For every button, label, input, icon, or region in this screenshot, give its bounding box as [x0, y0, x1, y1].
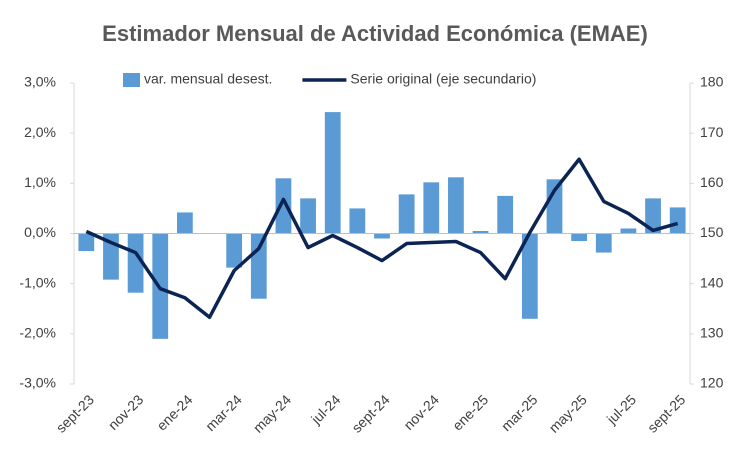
bar	[645, 198, 661, 234]
legend-label: var. mensual desest.	[144, 71, 272, 87]
bar	[374, 233, 390, 239]
bar	[398, 194, 415, 234]
y2-tick-label: 140	[700, 274, 724, 290]
bar	[300, 198, 316, 234]
bar	[669, 207, 686, 234]
x-tick-label: nov-23	[105, 391, 147, 433]
x-tick-label: sept-23	[53, 391, 97, 435]
y2-tick-label: 130	[700, 325, 724, 341]
chart-title: Estimador Mensual de Actividad Económica…	[102, 21, 648, 46]
x-tick-label: nov-24	[400, 391, 442, 433]
y2-tick-label: 120	[700, 375, 724, 391]
bar	[275, 178, 292, 234]
legend-swatch	[123, 73, 140, 87]
x-tick-label: ene-25	[449, 391, 491, 433]
x-tick-label: mar-24	[202, 391, 245, 434]
y2-tick-label: 150	[700, 224, 724, 240]
line	[85, 157, 679, 320]
bar	[546, 179, 563, 234]
bar	[324, 112, 341, 234]
bar	[571, 233, 588, 242]
bar	[226, 233, 243, 268]
bar	[521, 233, 538, 319]
x-tick-label: ene-24	[153, 391, 195, 433]
bar	[127, 233, 144, 293]
x-tick-label: may-25	[546, 391, 590, 435]
y2-tick-label: 180	[700, 74, 724, 90]
y-tick-label: -3,0%	[19, 375, 56, 391]
bar	[349, 208, 366, 234]
bar	[595, 233, 612, 253]
x-tick-label: jul-24	[307, 391, 343, 427]
y-tick-label: 3,0%	[24, 74, 56, 90]
y-tick-label: -2,0%	[19, 325, 56, 341]
y-tick-label: -1,0%	[19, 274, 56, 290]
bar	[78, 233, 95, 252]
bar	[250, 233, 267, 299]
x-tick-label: mar-25	[498, 391, 541, 434]
bar	[176, 212, 193, 234]
legend-label: Serie original (eje secundario)	[350, 71, 536, 87]
x-tick-label: jul-25	[603, 391, 639, 427]
bar	[448, 177, 464, 234]
y-tick-label: 2,0%	[24, 124, 56, 140]
x-tick-label: may-24	[250, 391, 294, 435]
bar	[423, 182, 440, 234]
bar	[497, 195, 514, 234]
y2-tick-label: 160	[700, 174, 724, 190]
y2-tick-label: 170	[700, 124, 724, 140]
y-tick-label: 1,0%	[24, 174, 56, 190]
bar	[472, 230, 489, 234]
bar	[620, 228, 637, 234]
x-tick-label: sept-24	[348, 391, 392, 435]
x-tick-label: sept-25	[644, 391, 688, 435]
y-tick-label: 0,0%	[24, 224, 56, 240]
